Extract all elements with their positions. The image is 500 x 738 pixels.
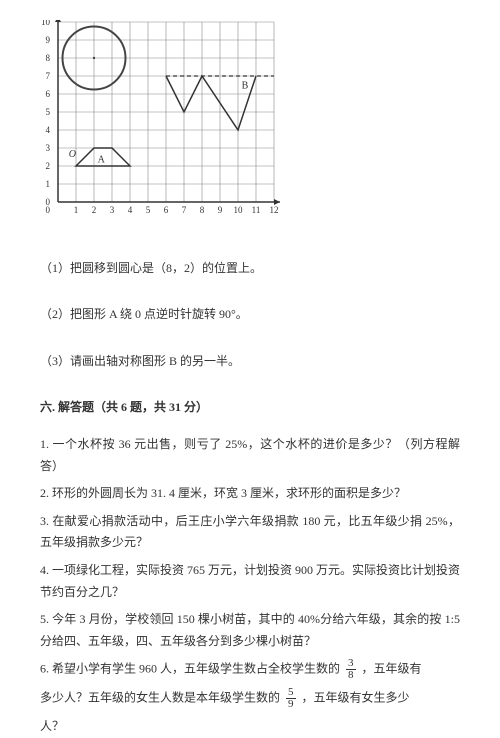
svg-text:1: 1	[46, 179, 51, 189]
svg-text:5: 5	[46, 107, 51, 117]
svg-text:4: 4	[128, 205, 133, 215]
svg-text:B: B	[242, 81, 249, 92]
problem-3: 3. 在献爱心捐款活动中，后王庄小学六年级捐款 180 元，比五年级少捐 25%…	[40, 511, 460, 554]
svg-text:2: 2	[92, 205, 97, 215]
question-2: （2）把图形 A 绕 0 点逆时针旋转 90°。	[40, 304, 460, 326]
svg-text:8: 8	[46, 53, 51, 63]
frac2-den: 9	[286, 699, 296, 710]
svg-text:3: 3	[46, 143, 51, 153]
svg-text:4: 4	[46, 125, 51, 135]
problem-2: 2. 环形的外圆周长为 31. 4 厘米，环宽 3 厘米，求环形的面积是多少？	[40, 483, 460, 505]
svg-text:O: O	[69, 149, 76, 160]
fraction-1: 3 8	[346, 658, 356, 681]
question-3: （3）请画出轴对称图形 B 的另一半。	[40, 351, 460, 373]
svg-text:10: 10	[234, 205, 244, 215]
svg-text:6: 6	[164, 205, 169, 215]
svg-text:3: 3	[110, 205, 115, 215]
p6-text-c: 多少人？五年级的女生人数是本年级学生数的	[40, 691, 280, 705]
svg-text:0: 0	[46, 205, 51, 215]
svg-text:12: 12	[270, 205, 279, 215]
svg-text:9: 9	[218, 205, 223, 215]
svg-text:8: 8	[200, 205, 205, 215]
svg-text:A: A	[98, 154, 106, 165]
p6-text-a: 6. 希望小学有学生 960 人，五年级学生数占全校学生数的	[40, 662, 340, 676]
svg-text:1: 1	[74, 205, 79, 215]
svg-text:7: 7	[182, 205, 187, 215]
problem-6-line1: 6. 希望小学有学生 960 人，五年级学生数占全校学生数的 3 8 ，五年级有	[40, 658, 460, 681]
frac1-den: 8	[346, 670, 356, 681]
problem-5: 5. 今年 3 月份，学校领回 150 棵小树苗，其中的 40%分给六年级，其余…	[40, 609, 460, 652]
svg-text:5: 5	[146, 205, 151, 215]
svg-text:11: 11	[252, 205, 261, 215]
svg-text:6: 6	[46, 89, 51, 99]
section-title: 六. 解答题（共 6 题，共 31 分）	[40, 397, 460, 419]
problem-1: 1. 一个水杯按 36 元出售，则亏了 25%，这个水杯的进价是多少？（列方程解…	[40, 434, 460, 477]
grid-figure: 0123456789101234567891011120AOB	[40, 20, 460, 228]
p6-text-b: ，五年级有	[362, 662, 422, 676]
coordinate-grid: 0123456789101234567891011120AOB	[40, 20, 280, 220]
svg-text:10: 10	[41, 20, 51, 27]
question-1: （1）把圆移到圆心是（8，2）的位置上。	[40, 258, 460, 280]
svg-text:7: 7	[46, 71, 51, 81]
problem-6-line3: 人？	[40, 716, 460, 738]
problem-4: 4. 一项绿化工程，实际投资 765 万元，计划投资 900 万元。实际投资比计…	[40, 560, 460, 603]
svg-text:9: 9	[46, 35, 51, 45]
svg-text:2: 2	[46, 161, 51, 171]
p6-text-d: ，五年级有女生多少	[302, 691, 410, 705]
